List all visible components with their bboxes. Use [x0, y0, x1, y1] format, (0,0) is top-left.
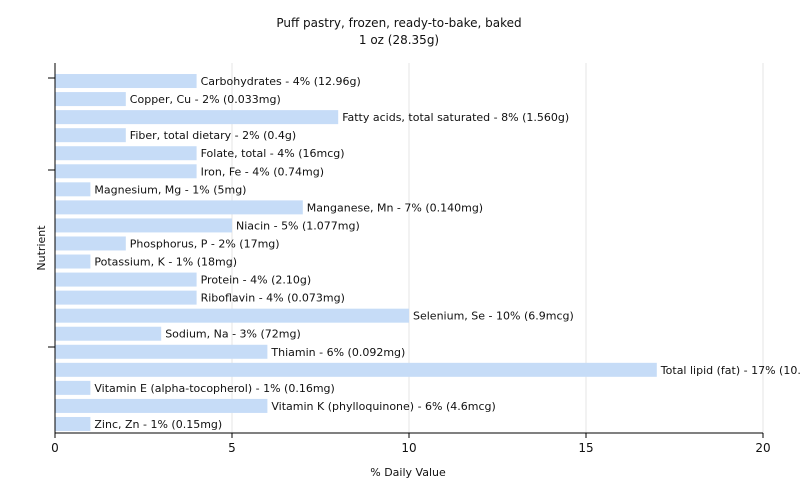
bar-labels: Carbohydrates - 4% (12.96g) Copper, Cu - …: [94, 75, 800, 431]
bar-label-18: Vitamin K (phylloquinone) - 6% (4.6mcg): [271, 400, 495, 413]
bar-label-0: Carbohydrates - 4% (12.96g): [201, 75, 361, 88]
bar-label-3: Fiber, total dietary - 2% (0.4g): [130, 129, 296, 142]
bar-12: [55, 290, 197, 305]
x-tick-label-3: 15: [578, 441, 593, 455]
bars: [55, 74, 657, 431]
bar-label-12: Riboflavin - 4% (0.073mg): [201, 292, 345, 305]
x-axis-label: % Daily Value: [370, 466, 446, 479]
bar-14: [55, 326, 162, 341]
bar-7: [55, 200, 303, 215]
x-tick-label-4: 20: [755, 441, 770, 455]
bar-10: [55, 254, 91, 269]
bar-11: [55, 272, 197, 287]
bar-17: [55, 380, 91, 395]
bar-label-10: Potassium, K - 1% (18mg): [94, 256, 237, 269]
bar-label-11: Protein - 4% (2.10g): [201, 274, 312, 287]
bar-18: [55, 398, 268, 413]
bar-label-19: Zinc, Zn - 1% (0.15mg): [94, 418, 222, 431]
bar-label-15: Thiamin - 6% (0.092mg): [270, 346, 405, 359]
bar-15: [55, 344, 268, 359]
bar-16: [55, 362, 657, 377]
bar-label-1: Copper, Cu - 2% (0.033mg): [130, 93, 281, 106]
bar-3: [55, 128, 126, 143]
bar-label-17: Vitamin E (alpha-tocopherol) - 1% (0.16m…: [94, 382, 334, 395]
bar-label-6: Magnesium, Mg - 1% (5mg): [94, 183, 246, 196]
bar-6: [55, 182, 91, 197]
bar-13: [55, 308, 409, 323]
bar-19: [55, 416, 91, 431]
x-tick-label-1: 5: [228, 441, 236, 455]
bar-5: [55, 164, 197, 179]
bar-label-8: Niacin - 5% (1.077mg): [236, 219, 360, 232]
bar-label-7: Manganese, Mn - 7% (0.140mg): [307, 201, 483, 214]
bar-8: [55, 218, 232, 233]
bar-label-4: Folate, total - 4% (16mcg): [201, 147, 345, 160]
bar-2: [55, 110, 339, 125]
bar-9: [55, 236, 126, 251]
bar-label-13: Selenium, Se - 10% (6.9mcg): [413, 310, 574, 323]
bar-label-9: Phosphorus, P - 2% (17mg): [130, 237, 280, 250]
bar-4: [55, 146, 197, 161]
y-axis-label: Nutrient: [35, 225, 48, 271]
chart-title: Puff pastry, frozen, ready-to-bake, bake…: [276, 16, 521, 30]
chart-subtitle: 1 oz (28.35g): [359, 33, 439, 47]
x-tick-label-2: 10: [401, 441, 416, 455]
bar-1: [55, 92, 126, 107]
bar-label-16: Total lipid (fat) - 17% (10.91g): [660, 364, 800, 377]
bar-label-2: Fatty acids, total saturated - 8% (1.560…: [342, 111, 569, 124]
bar-label-14: Sodium, Na - 3% (72mg): [165, 328, 301, 341]
bar-label-5: Iron, Fe - 4% (0.74mg): [201, 165, 324, 178]
bar-0: [55, 74, 197, 89]
x-tick-label-0: 0: [51, 441, 59, 455]
axes: 0 5 10 15 20: [48, 63, 771, 455]
